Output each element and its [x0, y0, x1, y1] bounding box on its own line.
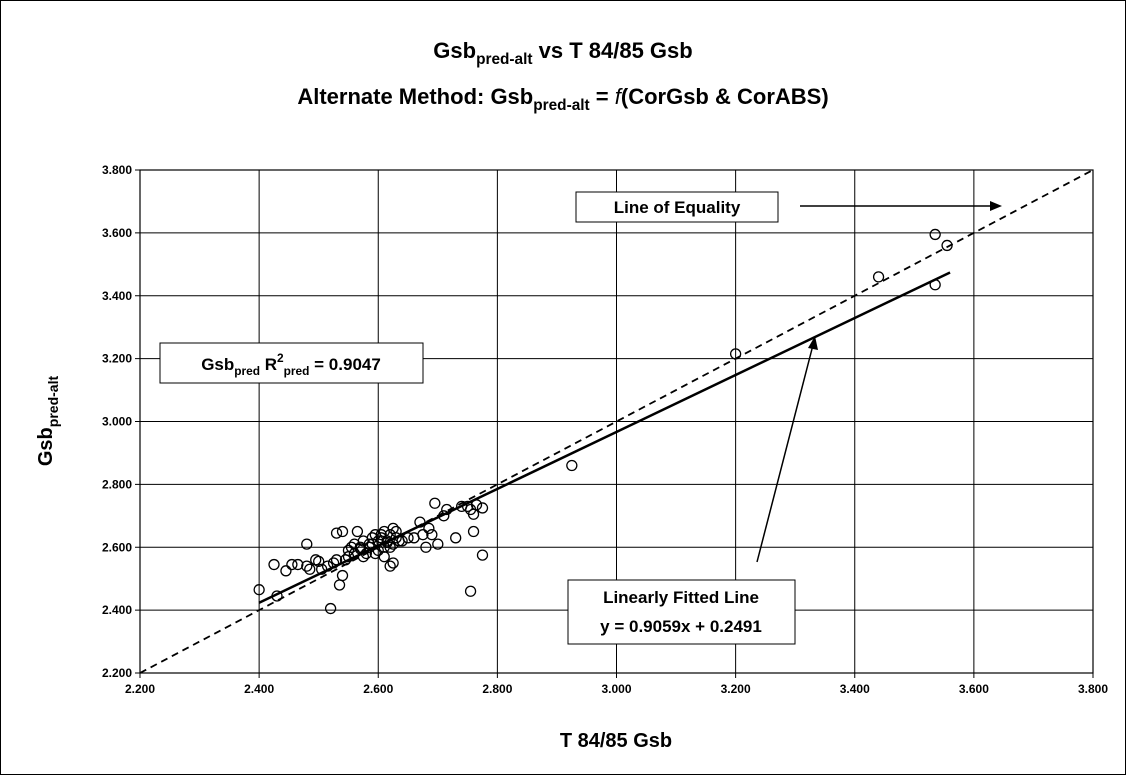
- arrow-head: [808, 336, 818, 350]
- y-tick-label: 3.600: [102, 226, 132, 240]
- annotation-fit: Linearly Fitted Line: [603, 588, 759, 607]
- data-point: [387, 557, 399, 569]
- data-point: [345, 541, 358, 553]
- annotations: Line of Equality Gsbpred R2pred = 0.9047…: [159, 191, 1002, 645]
- data-point: [313, 555, 325, 568]
- data-point: [292, 558, 304, 571]
- data-point: [476, 549, 489, 561]
- x-tick-label: 3.000: [601, 682, 631, 696]
- x-axis-title: T 84/85 Gsb: [560, 730, 672, 752]
- data-point: [426, 529, 438, 541]
- annotation-arrow: [756, 344, 814, 563]
- y-tick-label: 2.600: [102, 540, 132, 554]
- data-point: [384, 560, 396, 572]
- annotation-box: [567, 579, 796, 645]
- fitted-line: [258, 271, 951, 604]
- data-point: [336, 525, 349, 538]
- annotation-box: [159, 342, 424, 384]
- y-tick-label: 3.200: [102, 352, 132, 366]
- data-point: [384, 541, 396, 553]
- annotation-r2: Gsbpred R2pred = 0.9047: [201, 351, 381, 378]
- arrow-head: [990, 201, 1002, 211]
- data-point: [423, 522, 435, 535]
- data-point: [348, 538, 361, 550]
- data-point: [286, 558, 298, 571]
- x-tick-label: 2.200: [125, 682, 155, 696]
- y-tick-label: 2.400: [102, 603, 132, 617]
- data-point: [342, 544, 355, 557]
- data-point: [301, 538, 313, 550]
- x-tick-label: 3.400: [840, 682, 870, 696]
- data-point: [330, 527, 343, 539]
- annotation-box: [575, 191, 779, 223]
- x-tick-label: 3.800: [1078, 682, 1108, 696]
- data-point: [301, 560, 313, 572]
- data-point: [324, 602, 337, 615]
- plot-border: [139, 169, 1094, 674]
- y-tick-label: 3.800: [102, 163, 132, 177]
- data-point: [566, 459, 578, 472]
- data-point: [366, 532, 378, 544]
- data-point: [336, 569, 349, 582]
- x-tick-label: 3.600: [959, 682, 989, 696]
- plot-area: 2.200 2.400 2.600 2.800 3.000 3.200 3.400 3.600…: [102, 163, 1108, 696]
- x-tick-label: 2.400: [244, 682, 274, 696]
- data-point: [253, 584, 265, 596]
- data-point: [268, 558, 280, 571]
- x-tick-label: 3.200: [721, 682, 751, 696]
- data-point: [304, 563, 316, 575]
- data-point: [351, 525, 364, 538]
- annotation-fit: y = 0.9059x + 0.2491: [600, 617, 762, 636]
- annotation-equality: Line of Equality: [614, 198, 741, 217]
- y-axis-title: Gsbpred-alt: [35, 376, 61, 467]
- data-point: [929, 228, 941, 241]
- data-point: [476, 502, 489, 514]
- data-point: [467, 525, 480, 538]
- y-tick-label: 2.800: [102, 477, 132, 491]
- data-point: [464, 585, 477, 597]
- data-point: [417, 529, 429, 541]
- data-point: [872, 271, 885, 283]
- data-point: [280, 565, 292, 577]
- y-tick-label: 3.000: [102, 415, 132, 429]
- chart-title: Gsbpred-alt vs T 84/85 Gsb: [433, 38, 692, 68]
- y-tick-label: 2.200: [102, 666, 132, 680]
- data-point: [396, 535, 408, 547]
- data-point: [941, 239, 953, 252]
- data-point: [354, 541, 367, 553]
- data-point: [429, 497, 441, 509]
- data-point: [432, 538, 444, 550]
- data-point: [420, 541, 432, 553]
- data-point: [378, 551, 390, 563]
- x-tick-label: 2.800: [482, 682, 512, 696]
- y-tick-label: 3.400: [102, 289, 132, 303]
- data-point: [381, 535, 393, 547]
- x-tick-label: 2.600: [363, 682, 393, 696]
- data-point: [450, 532, 462, 544]
- chart-subtitle: Alternate Method: Gsbpred-alt = f(CorGsb…: [297, 84, 828, 114]
